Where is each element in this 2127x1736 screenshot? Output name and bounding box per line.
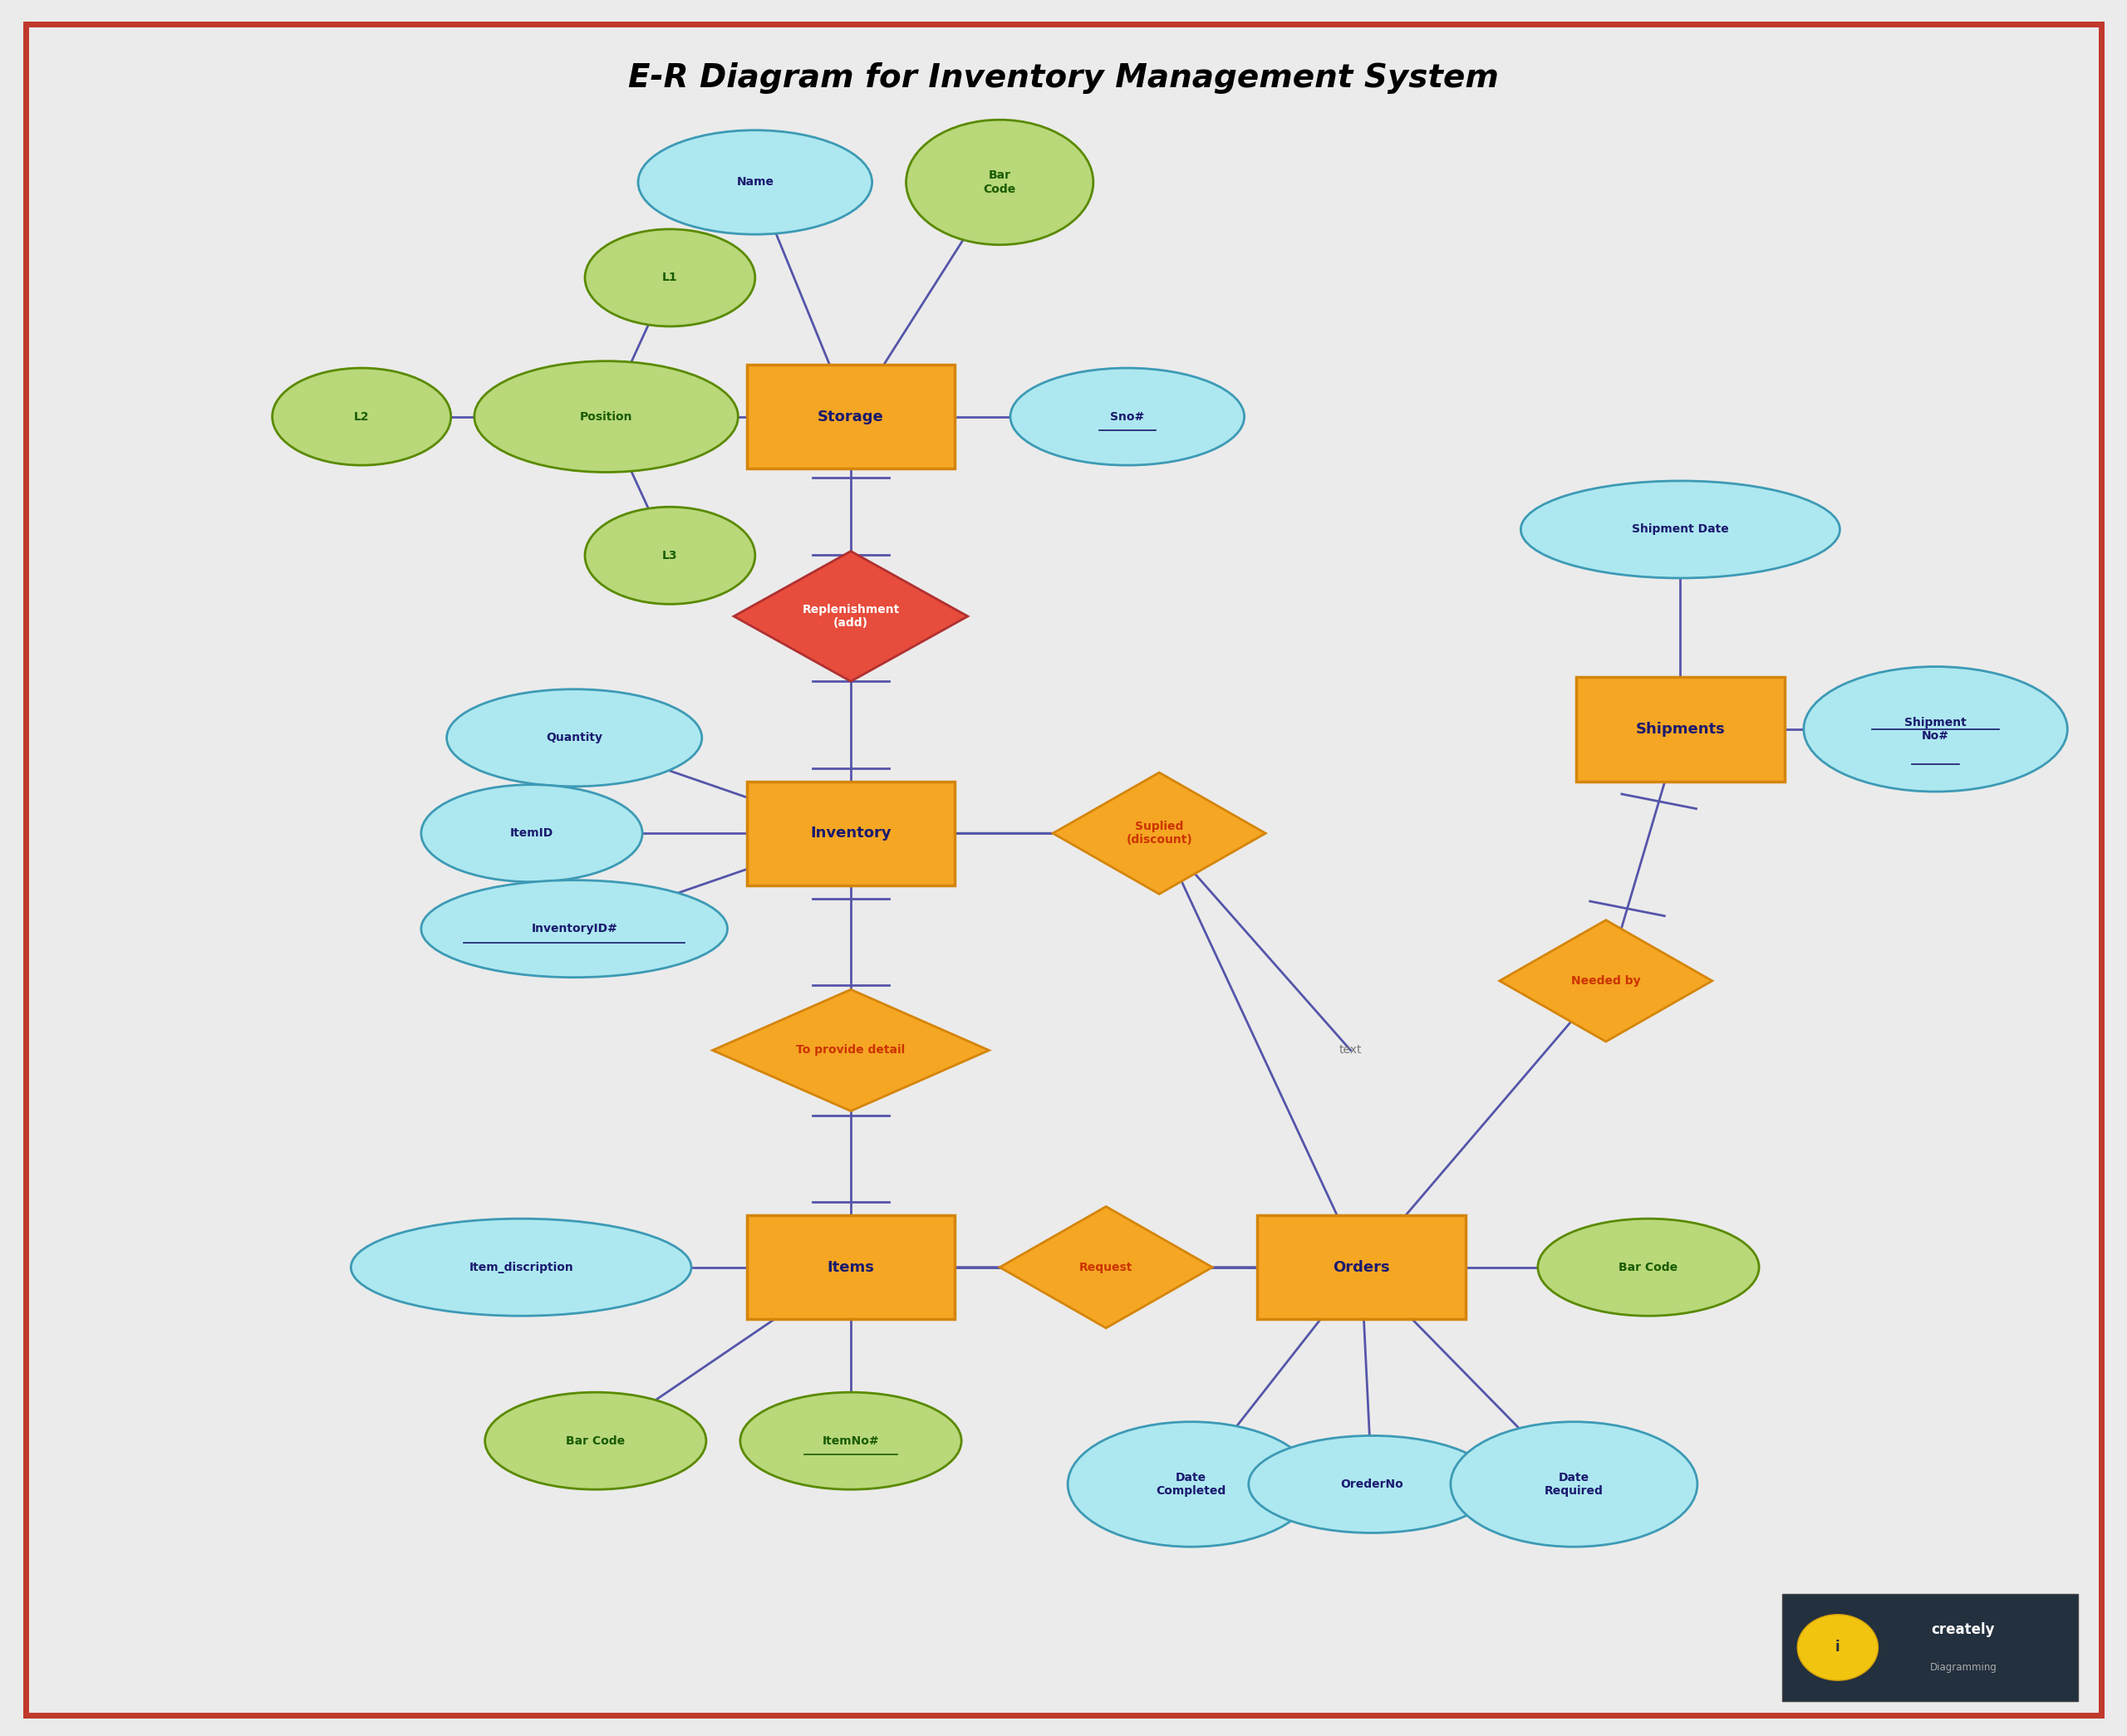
Ellipse shape <box>272 368 451 465</box>
Text: Shipment
No#: Shipment No# <box>1904 717 1967 741</box>
Text: ItemID: ItemID <box>510 828 553 838</box>
Text: Shipments: Shipments <box>1636 722 1725 736</box>
Ellipse shape <box>1010 368 1244 465</box>
Text: Items: Items <box>827 1260 874 1274</box>
Ellipse shape <box>585 229 755 326</box>
Text: Date
Required: Date Required <box>1544 1472 1604 1496</box>
Text: L2: L2 <box>353 411 370 422</box>
Text: Storage: Storage <box>817 410 885 424</box>
Text: text: text <box>1340 1045 1361 1055</box>
Ellipse shape <box>351 1219 691 1316</box>
Polygon shape <box>713 990 989 1111</box>
Text: Orders: Orders <box>1334 1260 1389 1274</box>
FancyBboxPatch shape <box>1576 677 1785 781</box>
Text: Shipment Date: Shipment Date <box>1631 524 1729 535</box>
Polygon shape <box>1053 773 1266 894</box>
Polygon shape <box>1500 920 1712 1042</box>
Text: Replenishment
(add): Replenishment (add) <box>802 604 900 628</box>
FancyBboxPatch shape <box>1257 1215 1466 1319</box>
Text: creately: creately <box>1931 1621 1995 1637</box>
Text: Name: Name <box>736 177 774 187</box>
Ellipse shape <box>485 1392 706 1489</box>
Circle shape <box>1797 1614 1878 1680</box>
Ellipse shape <box>1804 667 2067 792</box>
Text: Quantity: Quantity <box>547 733 602 743</box>
Ellipse shape <box>1068 1422 1314 1547</box>
Ellipse shape <box>1451 1422 1697 1547</box>
Ellipse shape <box>1521 481 1840 578</box>
Text: L1: L1 <box>661 273 679 283</box>
Ellipse shape <box>1249 1436 1495 1533</box>
Text: Diagramming: Diagramming <box>1929 1661 1997 1674</box>
FancyBboxPatch shape <box>747 1215 955 1319</box>
Text: Bar
Code: Bar Code <box>983 170 1017 194</box>
Text: Needed by: Needed by <box>1572 976 1640 986</box>
Text: Position: Position <box>581 411 632 422</box>
Text: To provide detail: To provide detail <box>795 1045 906 1055</box>
Text: ItemNo#: ItemNo# <box>823 1436 878 1446</box>
Text: Bar Code: Bar Code <box>566 1436 625 1446</box>
Polygon shape <box>734 552 968 682</box>
Ellipse shape <box>1538 1219 1759 1316</box>
Text: E-R Diagram for Inventory Management System: E-R Diagram for Inventory Management Sys… <box>627 62 1500 94</box>
Ellipse shape <box>447 689 702 786</box>
Ellipse shape <box>474 361 738 472</box>
Polygon shape <box>1000 1207 1212 1328</box>
Ellipse shape <box>638 130 872 234</box>
Text: Bar Code: Bar Code <box>1619 1262 1678 1272</box>
FancyBboxPatch shape <box>747 365 955 469</box>
FancyBboxPatch shape <box>1782 1594 2078 1701</box>
FancyBboxPatch shape <box>747 781 955 885</box>
Ellipse shape <box>585 507 755 604</box>
Ellipse shape <box>740 1392 961 1489</box>
Text: Date
Completed: Date Completed <box>1157 1472 1225 1496</box>
Text: InventoryID#: InventoryID# <box>532 924 617 934</box>
Text: L3: L3 <box>661 550 679 561</box>
Text: Item_discription: Item_discription <box>468 1262 574 1272</box>
Text: Request: Request <box>1078 1262 1134 1272</box>
Text: OrederNo: OrederNo <box>1340 1479 1404 1489</box>
Ellipse shape <box>906 120 1093 245</box>
Ellipse shape <box>421 880 727 977</box>
Text: Sno#: Sno# <box>1110 411 1144 422</box>
Text: i: i <box>1836 1641 1840 1654</box>
Text: Inventory: Inventory <box>810 826 891 840</box>
Text: Suplied
(discount): Suplied (discount) <box>1125 821 1193 845</box>
Ellipse shape <box>421 785 642 882</box>
